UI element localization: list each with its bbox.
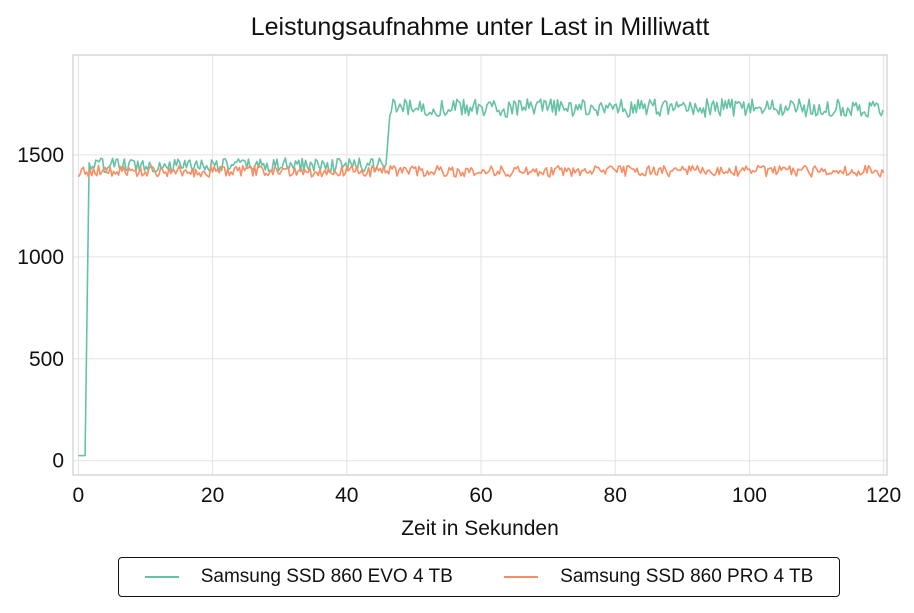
x-tick-label: 0 xyxy=(73,484,85,507)
series-layer xyxy=(77,98,885,457)
x-tick-label: 80 xyxy=(604,484,627,507)
y-tick-label: 500 xyxy=(29,348,64,371)
x-axis-label: Zeit in Sekunden xyxy=(401,517,559,540)
x-tick-label: 100 xyxy=(732,484,767,507)
legend-label-pro: Samsung SSD 860 PRO 4 TB xyxy=(560,566,814,587)
legend: Samsung SSD 860 EVO 4 TB Samsung SSD 860… xyxy=(118,557,840,597)
series-line-pro xyxy=(77,164,885,178)
plot-frame xyxy=(72,54,888,476)
legend-item-evo: Samsung SSD 860 EVO 4 TB xyxy=(144,566,453,588)
y-tick-label: 1000 xyxy=(17,246,64,269)
legend-item-pro: Samsung SSD 860 PRO 4 TB xyxy=(504,566,813,588)
x-axis: 0 20 40 60 80 100 120 xyxy=(73,484,902,507)
x-tick-label: 60 xyxy=(469,484,492,507)
y-tick-label: 1500 xyxy=(17,144,64,167)
y-axis: 0 500 1000 1500 xyxy=(17,144,64,473)
legend-swatch-evo xyxy=(144,576,179,578)
grid xyxy=(73,55,887,475)
x-tick-label: 120 xyxy=(866,484,901,507)
x-tick-label: 20 xyxy=(201,484,224,507)
legend-swatch-pro xyxy=(504,576,539,578)
legend-label-evo: Samsung SSD 860 EVO 4 TB xyxy=(200,566,453,587)
chart-title: Leistungsaufnahme unter Last in Milliwat… xyxy=(251,13,710,41)
x-tick-label: 40 xyxy=(335,484,358,507)
y-tick-label: 0 xyxy=(52,450,64,473)
series-line-evo xyxy=(78,98,884,457)
line-chart: Leistungsaufnahme unter Last in Milliwat… xyxy=(17,13,902,540)
